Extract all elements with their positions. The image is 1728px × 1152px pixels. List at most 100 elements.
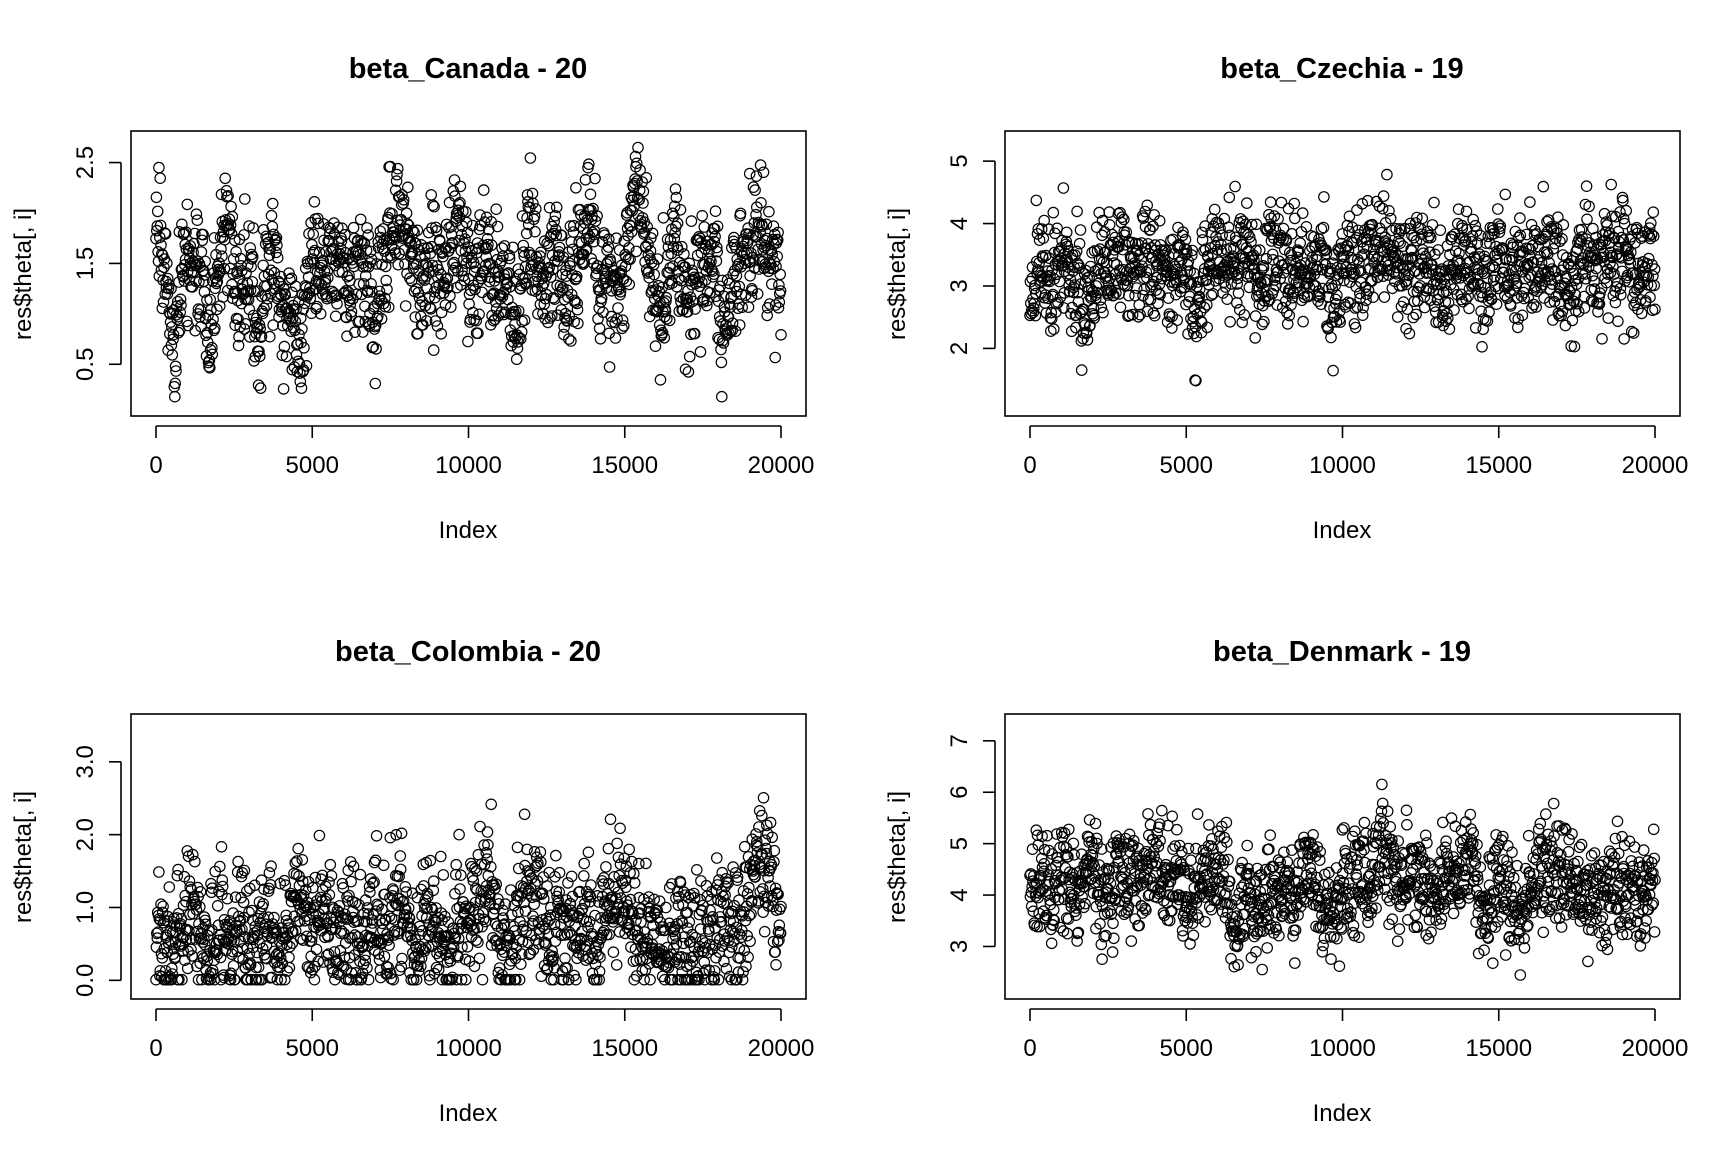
data-point — [241, 973, 254, 986]
data-point — [1510, 277, 1523, 289]
data-point — [748, 254, 760, 267]
data-point — [1346, 221, 1359, 234]
data-point — [1414, 258, 1426, 270]
data-point — [170, 365, 182, 377]
data-point — [252, 961, 265, 973]
data-point — [675, 274, 688, 287]
data-point — [290, 303, 302, 316]
data-point — [1522, 257, 1534, 270]
data-point — [1222, 221, 1235, 234]
data-point — [446, 237, 459, 250]
data-point — [337, 252, 349, 265]
data-point — [480, 251, 492, 263]
x-tick-label: 5000 — [1160, 452, 1213, 479]
x-tick-label: 20000 — [748, 1035, 815, 1062]
data-point — [645, 256, 658, 269]
data-point — [654, 373, 667, 386]
data-point — [154, 172, 166, 184]
data-point — [271, 251, 284, 264]
data-point — [694, 346, 707, 358]
data-point — [238, 229, 250, 241]
data-point — [224, 219, 237, 231]
data-point — [277, 383, 290, 395]
data-point — [614, 285, 627, 298]
data-point — [772, 226, 784, 239]
data-point — [1281, 262, 1294, 275]
data-point — [496, 290, 509, 303]
data-point — [1160, 244, 1172, 257]
data-point — [220, 184, 233, 197]
data-point — [189, 227, 201, 240]
data-point — [1556, 305, 1569, 318]
data-point — [270, 246, 282, 259]
data-point — [485, 239, 498, 251]
data-point — [630, 157, 643, 170]
data-point — [1428, 300, 1441, 313]
data-point — [1514, 212, 1526, 224]
data-point — [293, 357, 306, 370]
data-point — [409, 311, 422, 323]
data-point — [1144, 293, 1157, 306]
data-point — [225, 227, 238, 240]
data-point — [1426, 219, 1439, 231]
data-point — [561, 284, 574, 296]
data-point — [203, 360, 215, 373]
data-point — [736, 301, 748, 313]
data-point — [281, 965, 294, 977]
data-point — [674, 204, 687, 216]
y-tick-label: 4 — [946, 217, 973, 230]
data-point — [1071, 205, 1083, 218]
data-point — [308, 196, 321, 208]
data-point — [1465, 236, 1478, 248]
chart-title: beta_Colombia - 20 — [335, 636, 601, 668]
data-point — [1240, 227, 1252, 239]
data-point — [510, 353, 523, 366]
data-point — [1148, 275, 1160, 288]
data-point — [219, 172, 231, 185]
data-point — [343, 269, 355, 282]
data-point — [1476, 340, 1488, 353]
data-point — [318, 234, 330, 247]
data-point — [1475, 305, 1487, 317]
data-point — [1148, 309, 1161, 322]
data-point — [1556, 233, 1568, 245]
data-point — [1417, 247, 1429, 259]
data-point — [585, 204, 597, 216]
data-point — [693, 231, 705, 243]
data-point — [1383, 205, 1395, 217]
data-point — [1401, 274, 1413, 287]
data-point — [544, 271, 557, 283]
data-point — [211, 275, 224, 288]
y-tick-label: 5 — [946, 154, 973, 167]
data-point — [167, 328, 180, 341]
data-point — [553, 241, 566, 254]
data-point — [421, 282, 433, 295]
y-tick-label: 0.0 — [72, 964, 99, 997]
data-point — [1592, 305, 1604, 318]
data-point — [390, 175, 403, 187]
data-point — [189, 324, 201, 337]
data-point — [658, 331, 671, 344]
data-point — [1572, 305, 1585, 318]
data-point — [275, 939, 288, 952]
x-tick-label: 0 — [1023, 452, 1036, 479]
data-point — [1035, 223, 1048, 235]
data-point — [498, 240, 511, 252]
data-point — [1037, 251, 1049, 264]
data-point — [472, 275, 485, 288]
data-point — [1575, 223, 1588, 236]
data-point — [171, 295, 184, 308]
data-point — [321, 271, 334, 284]
data-point — [535, 289, 548, 302]
data-point — [464, 313, 477, 326]
data-point — [246, 250, 259, 263]
data-point — [537, 277, 550, 289]
data-point — [1463, 302, 1475, 315]
data-point — [689, 303, 701, 315]
data-point — [637, 185, 650, 198]
data-point — [1171, 314, 1183, 326]
data-point — [513, 331, 525, 344]
data-point — [361, 286, 374, 298]
data-point — [466, 219, 479, 232]
